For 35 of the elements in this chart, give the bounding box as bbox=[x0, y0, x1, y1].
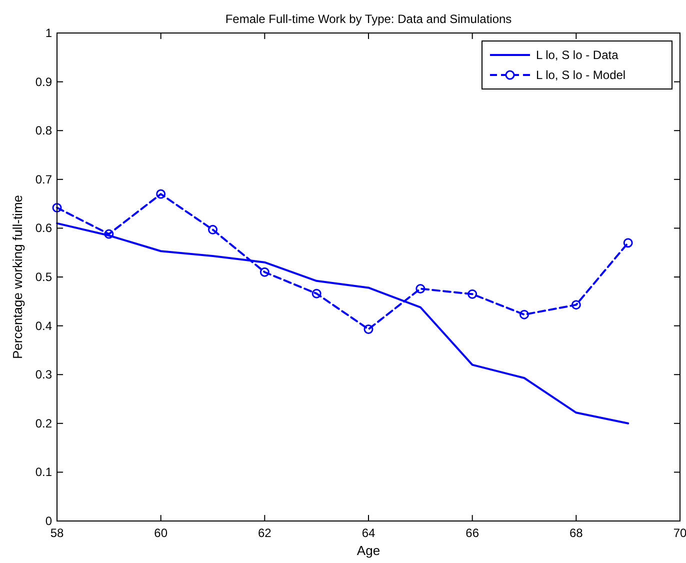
x-tick-label: 64 bbox=[362, 526, 376, 540]
x-tick-label: 62 bbox=[258, 526, 272, 540]
y-tick-label: 0.5 bbox=[35, 270, 52, 284]
point bbox=[208, 224, 218, 234]
y-tick-label: 0.4 bbox=[35, 318, 52, 333]
y-tick-label: 1 bbox=[45, 26, 52, 40]
y-tick-label: 0.9 bbox=[35, 74, 52, 89]
y-tick-label: 0.6 bbox=[35, 221, 52, 236]
y-tick-label: 0.3 bbox=[35, 368, 52, 382]
y-tick-label: 0.1 bbox=[35, 465, 52, 480]
point bbox=[468, 289, 478, 299]
y-tick-label: 0.2 bbox=[35, 416, 52, 430]
x-tick-label: 68 bbox=[569, 526, 584, 540]
point bbox=[623, 238, 633, 248]
point bbox=[260, 267, 270, 277]
x-axis-title: Age bbox=[356, 543, 380, 558]
point bbox=[364, 324, 374, 334]
point bbox=[52, 202, 62, 212]
point bbox=[312, 288, 322, 298]
point bbox=[416, 284, 426, 294]
legend-label: L lo, S lo - Data bbox=[536, 48, 619, 62]
y-tick-label: 0 bbox=[45, 514, 52, 528]
point bbox=[520, 310, 529, 320]
chart-title: Female Full-time Work by Type: Data and Simulations bbox=[225, 12, 512, 26]
x-tick-label: 60 bbox=[154, 526, 168, 540]
y-tick-label: 0.8 bbox=[35, 124, 52, 138]
legend-label: L lo, S lo - Model bbox=[536, 68, 626, 82]
point bbox=[571, 300, 581, 310]
y-tick-label: 0.7 bbox=[35, 172, 52, 186]
x-tick-label: 70 bbox=[673, 526, 686, 540]
x-tick-label: 58 bbox=[50, 526, 64, 540]
point bbox=[104, 229, 114, 239]
x-tick-label: 66 bbox=[466, 526, 480, 540]
point bbox=[156, 189, 166, 199]
y-axis-title: Percentage working full-time bbox=[10, 194, 25, 360]
